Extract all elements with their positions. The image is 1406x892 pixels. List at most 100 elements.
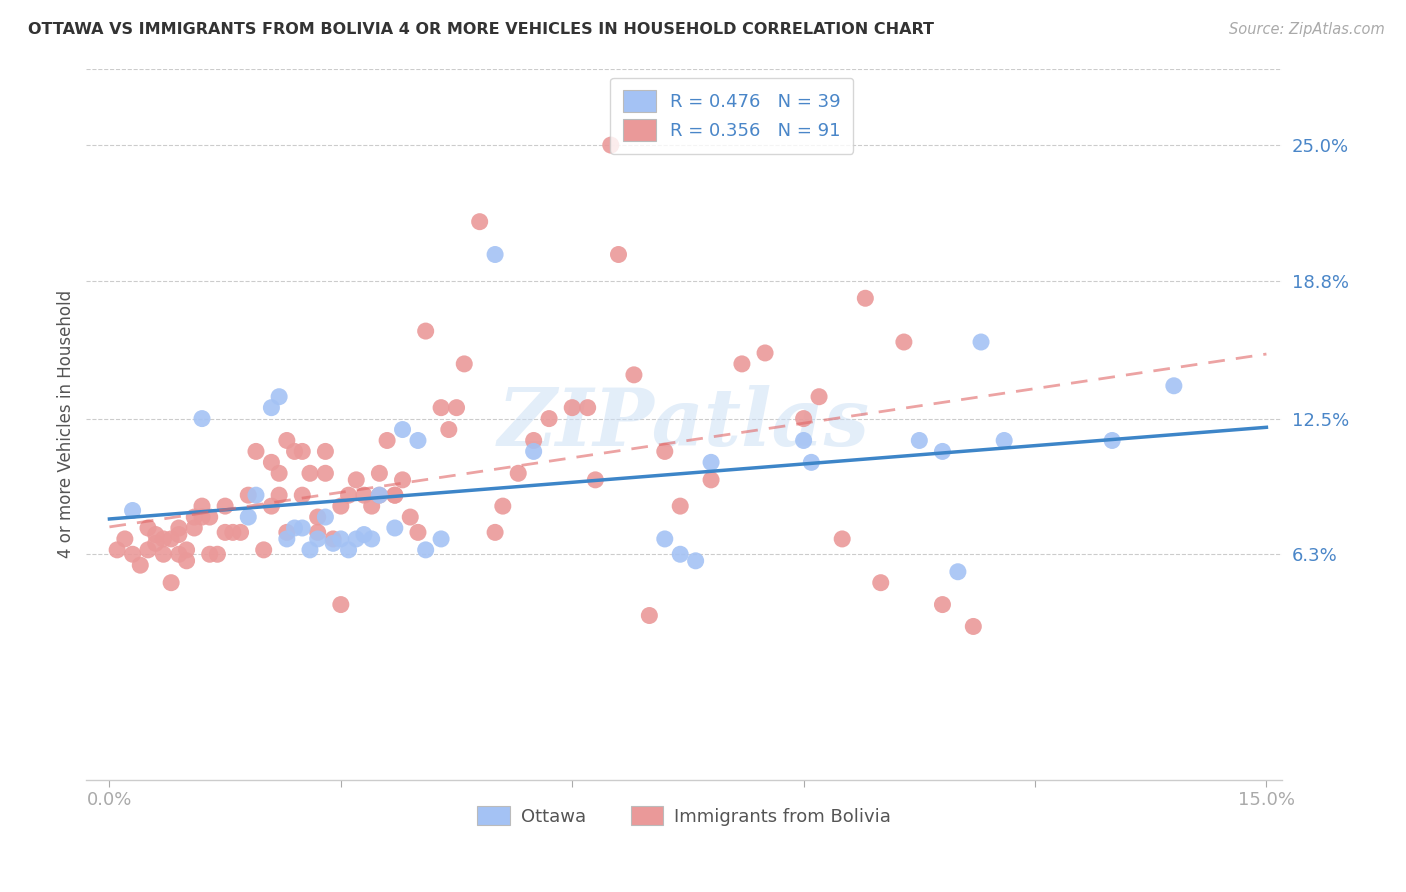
Point: [269, 467, 291, 481]
Point: [599, 138, 621, 153]
Point: [430, 532, 453, 546]
Point: [136, 521, 159, 535]
Point: [793, 411, 815, 425]
Point: [298, 467, 321, 481]
Point: [183, 521, 205, 535]
Point: [893, 334, 915, 349]
Point: [291, 488, 314, 502]
Point: [160, 575, 183, 590]
Point: [700, 455, 723, 469]
Point: [831, 532, 853, 546]
Point: [607, 247, 630, 261]
Point: [260, 455, 283, 469]
Point: [384, 521, 406, 535]
Point: [121, 547, 143, 561]
Point: [406, 434, 429, 448]
Point: [583, 473, 606, 487]
Point: [152, 547, 174, 561]
Point: [191, 510, 214, 524]
Point: [908, 434, 931, 448]
Point: [121, 503, 143, 517]
Point: [253, 542, 276, 557]
Y-axis label: 4 or more Vehicles in Household: 4 or more Vehicles in Household: [58, 290, 75, 558]
Point: [1163, 378, 1185, 392]
Point: [415, 324, 437, 338]
Point: [314, 510, 336, 524]
Point: [793, 434, 815, 448]
Point: [869, 575, 891, 590]
Point: [360, 532, 382, 546]
Point: [654, 532, 676, 546]
Point: [283, 521, 305, 535]
Point: [523, 444, 546, 458]
Point: [375, 434, 398, 448]
Point: [337, 488, 360, 502]
Point: [484, 247, 506, 261]
Point: [183, 510, 205, 524]
Point: [623, 368, 645, 382]
Point: [946, 565, 969, 579]
Point: [307, 532, 329, 546]
Point: [160, 532, 183, 546]
Point: [152, 532, 174, 546]
Point: [276, 434, 298, 448]
Point: [238, 510, 260, 524]
Point: [176, 554, 198, 568]
Point: [468, 215, 491, 229]
Point: [238, 488, 260, 502]
Point: [260, 499, 283, 513]
Point: [685, 554, 707, 568]
Point: [344, 532, 367, 546]
Point: [931, 444, 953, 458]
Point: [406, 525, 429, 540]
Point: [167, 547, 190, 561]
Point: [353, 488, 375, 502]
Point: [245, 488, 267, 502]
Point: [291, 521, 314, 535]
Point: [368, 488, 391, 502]
Point: [214, 525, 236, 540]
Point: [391, 473, 413, 487]
Point: [384, 488, 406, 502]
Point: [298, 542, 321, 557]
Point: [654, 444, 676, 458]
Point: [329, 499, 352, 513]
Point: [322, 532, 344, 546]
Point: [538, 411, 561, 425]
Point: [269, 390, 291, 404]
Point: [307, 510, 329, 524]
Point: [191, 411, 214, 425]
Point: [176, 542, 198, 557]
Point: [276, 532, 298, 546]
Point: [222, 525, 245, 540]
Point: [353, 527, 375, 541]
Point: [391, 423, 413, 437]
Point: [145, 536, 167, 550]
Point: [446, 401, 468, 415]
Point: [508, 467, 530, 481]
Point: [269, 488, 291, 502]
Point: [198, 510, 221, 524]
Point: [291, 444, 314, 458]
Point: [523, 434, 546, 448]
Point: [322, 536, 344, 550]
Point: [191, 499, 214, 513]
Point: [368, 488, 391, 502]
Point: [283, 444, 305, 458]
Point: [993, 434, 1015, 448]
Point: [245, 444, 267, 458]
Point: [329, 532, 352, 546]
Point: [384, 488, 406, 502]
Point: [731, 357, 754, 371]
Point: [344, 473, 367, 487]
Point: [576, 401, 599, 415]
Point: [962, 619, 984, 633]
Point: [207, 547, 229, 561]
Point: [561, 401, 583, 415]
Point: [167, 521, 190, 535]
Point: [800, 455, 823, 469]
Point: [453, 357, 475, 371]
Point: [145, 527, 167, 541]
Point: [329, 598, 352, 612]
Point: [260, 401, 283, 415]
